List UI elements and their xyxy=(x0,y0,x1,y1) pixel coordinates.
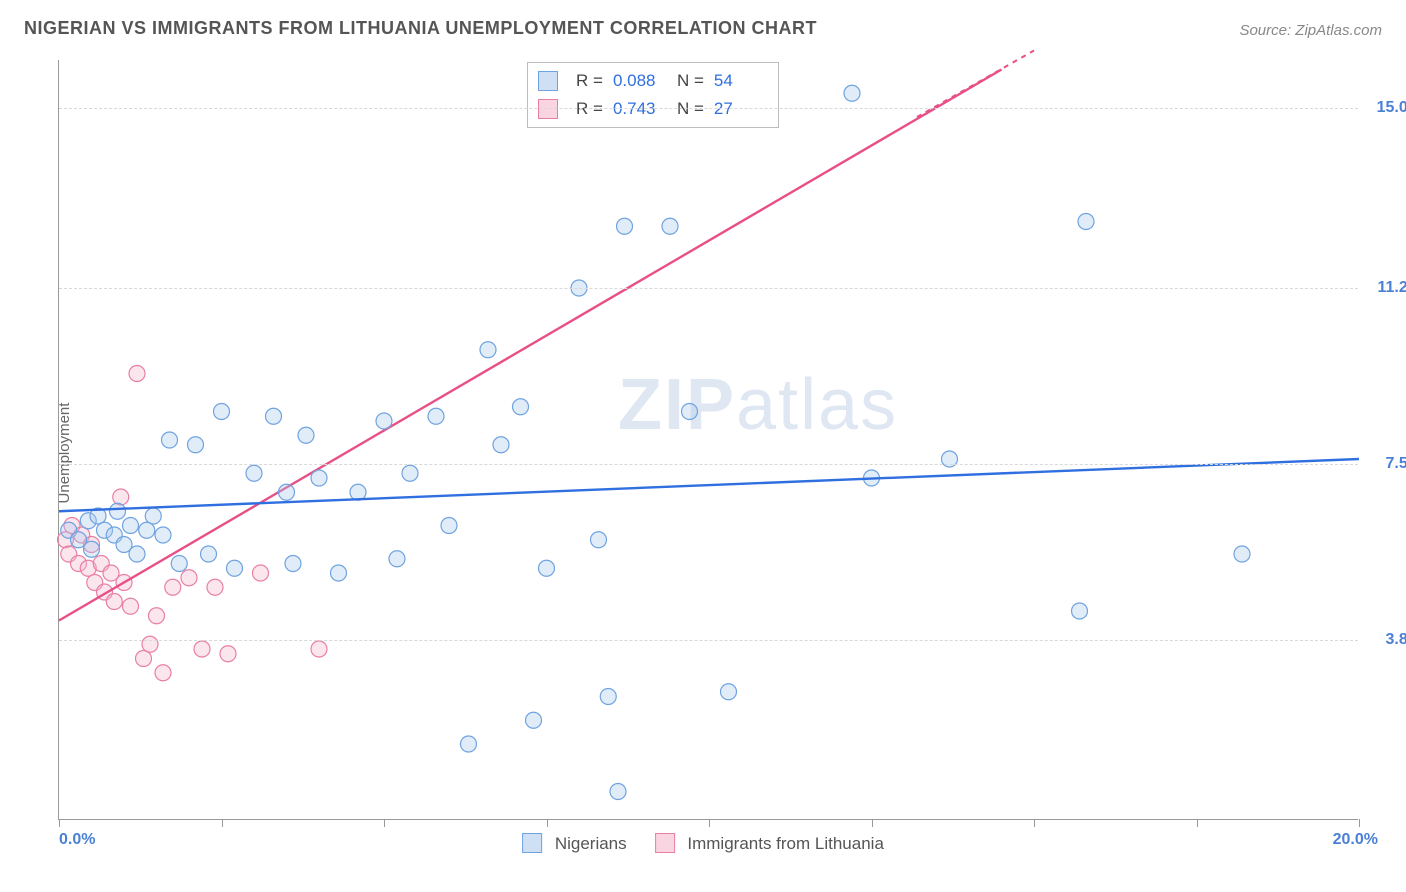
data-point-nigerians xyxy=(844,85,860,101)
data-point-nigerians xyxy=(298,427,314,443)
trend-line-lithuania xyxy=(59,70,1002,621)
gridline xyxy=(59,108,1358,109)
data-point-nigerians xyxy=(617,218,633,234)
data-point-nigerians xyxy=(188,437,204,453)
data-point-lithuania xyxy=(149,608,165,624)
data-point-nigerians xyxy=(591,532,607,548)
data-point-nigerians xyxy=(331,565,347,581)
data-point-lithuania xyxy=(165,579,181,595)
source-label: Source: ZipAtlas.com xyxy=(1239,22,1382,39)
data-point-nigerians xyxy=(246,465,262,481)
scatter-svg xyxy=(59,60,1359,820)
data-point-nigerians xyxy=(682,404,698,420)
data-point-nigerians xyxy=(513,399,529,415)
data-point-nigerians xyxy=(428,408,444,424)
data-point-nigerians xyxy=(162,432,178,448)
legend-item-nigerians: Nigerians xyxy=(522,833,627,854)
x-tick xyxy=(1359,819,1360,827)
y-tick-label: 11.2% xyxy=(1378,279,1406,297)
data-point-nigerians xyxy=(266,408,282,424)
data-point-nigerians xyxy=(600,689,616,705)
data-point-lithuania xyxy=(220,646,236,662)
data-point-lithuania xyxy=(207,579,223,595)
x-tick xyxy=(384,819,385,827)
data-point-nigerians xyxy=(493,437,509,453)
x-tick xyxy=(1034,819,1035,827)
data-point-nigerians xyxy=(441,518,457,534)
data-point-nigerians xyxy=(480,342,496,358)
data-point-nigerians xyxy=(526,712,542,728)
plot-area: ZIPatlas R = 0.088 N = 54 R = 0.743 N = … xyxy=(58,60,1358,820)
x-tick xyxy=(872,819,873,827)
data-point-nigerians xyxy=(1072,603,1088,619)
data-point-lithuania xyxy=(311,641,327,657)
legend-label-lithuania: Immigrants from Lithuania xyxy=(687,834,884,853)
data-point-nigerians xyxy=(155,527,171,543)
y-tick-label: 3.8% xyxy=(1386,631,1406,649)
data-point-nigerians xyxy=(201,546,217,562)
data-point-nigerians xyxy=(610,784,626,800)
data-point-lithuania xyxy=(113,489,129,505)
data-point-nigerians xyxy=(539,560,555,576)
x-tick xyxy=(709,819,710,827)
y-tick-label: 7.5% xyxy=(1386,455,1406,473)
swatch-blue-icon xyxy=(522,833,542,853)
data-point-nigerians xyxy=(279,484,295,500)
data-point-lithuania xyxy=(106,594,122,610)
data-point-nigerians xyxy=(721,684,737,700)
gridline xyxy=(59,640,1358,641)
swatch-pink-icon xyxy=(655,833,675,853)
x-tick xyxy=(222,819,223,827)
x-tick xyxy=(59,819,60,827)
legend-label-nigerians: Nigerians xyxy=(555,834,627,853)
data-point-nigerians xyxy=(311,470,327,486)
data-point-nigerians xyxy=(227,560,243,576)
data-point-nigerians xyxy=(402,465,418,481)
data-point-nigerians xyxy=(214,404,230,420)
data-point-nigerians xyxy=(129,546,145,562)
data-point-nigerians xyxy=(1078,214,1094,230)
data-point-nigerians xyxy=(461,736,477,752)
y-tick-label: 15.0% xyxy=(1377,99,1406,117)
x-label-min: 0.0% xyxy=(59,831,95,849)
x-label-max: 20.0% xyxy=(1333,831,1378,849)
data-point-nigerians xyxy=(110,503,126,519)
data-point-lithuania xyxy=(136,651,152,667)
data-point-lithuania xyxy=(253,565,269,581)
gridline xyxy=(59,288,1358,289)
data-point-nigerians xyxy=(1234,546,1250,562)
data-point-nigerians xyxy=(123,518,139,534)
data-point-nigerians xyxy=(171,556,187,572)
data-point-lithuania xyxy=(155,665,171,681)
data-point-nigerians xyxy=(139,522,155,538)
data-point-nigerians xyxy=(376,413,392,429)
data-point-lithuania xyxy=(129,366,145,382)
chart-title: NIGERIAN VS IMMIGRANTS FROM LITHUANIA UN… xyxy=(24,18,817,39)
data-point-nigerians xyxy=(285,556,301,572)
x-tick xyxy=(1197,819,1198,827)
data-point-nigerians xyxy=(389,551,405,567)
x-tick xyxy=(547,819,548,827)
gridline xyxy=(59,464,1358,465)
data-point-lithuania xyxy=(123,598,139,614)
legend-item-lithuania: Immigrants from Lithuania xyxy=(655,833,884,854)
legend-bottom: Nigerians Immigrants from Lithuania xyxy=(522,833,884,854)
data-point-nigerians xyxy=(84,541,100,557)
data-point-lithuania xyxy=(194,641,210,657)
data-point-nigerians xyxy=(145,508,161,524)
data-point-nigerians xyxy=(662,218,678,234)
data-point-lithuania xyxy=(181,570,197,586)
chart-container: Unemployment ZIPatlas R = 0.088 N = 54 R… xyxy=(18,48,1388,858)
